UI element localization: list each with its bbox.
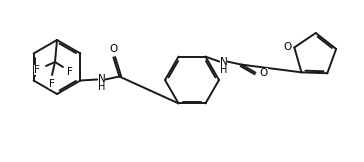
Text: O: O [283, 42, 292, 52]
Text: F: F [67, 67, 73, 77]
Text: O: O [260, 68, 268, 78]
Text: F: F [49, 79, 55, 89]
Text: O: O [109, 45, 118, 54]
Text: N: N [98, 75, 105, 85]
Text: H: H [98, 82, 105, 93]
Text: N: N [219, 57, 228, 67]
Text: H: H [220, 65, 227, 75]
Text: F: F [34, 65, 40, 75]
